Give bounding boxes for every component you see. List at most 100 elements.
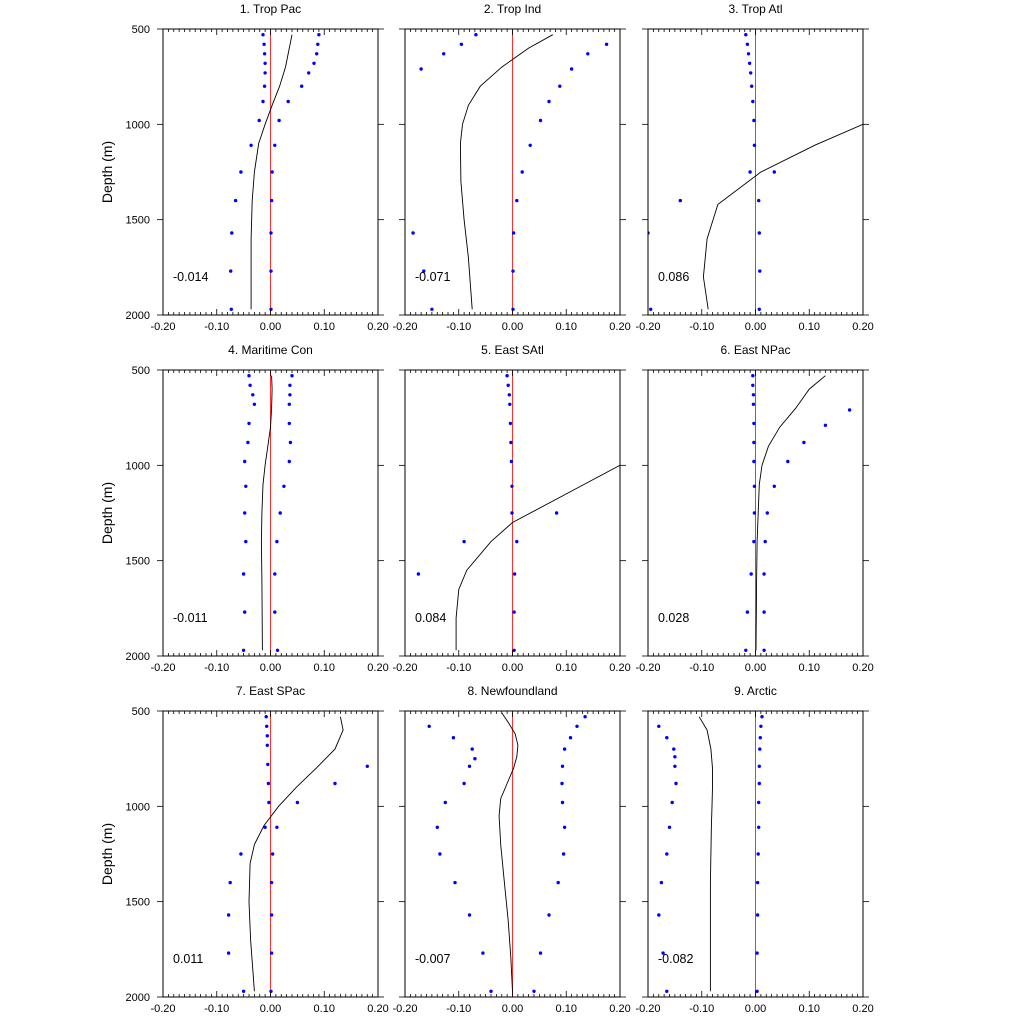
data-point — [266, 762, 270, 767]
data-point — [757, 764, 761, 768]
data-point — [568, 736, 573, 740]
x-tick-label: -0.10 — [204, 321, 229, 333]
data-point — [758, 736, 762, 740]
data-point — [583, 715, 587, 719]
data-point — [427, 724, 431, 728]
data-point — [295, 800, 300, 805]
data-point — [747, 61, 752, 65]
data-point — [269, 198, 274, 203]
y-tick-label: 1000 — [126, 119, 150, 131]
data-point — [757, 198, 761, 203]
data-point — [489, 989, 493, 993]
data-point — [435, 825, 439, 829]
data-point — [751, 393, 756, 397]
data-point — [750, 84, 754, 88]
data-point — [265, 724, 269, 728]
panel-title: 5. East SAtl — [481, 343, 544, 357]
data-point — [262, 52, 267, 56]
y-tick-label: 1000 — [126, 460, 150, 472]
data-point — [275, 648, 280, 652]
correlation-value: -0.082 — [658, 952, 693, 966]
ticks — [642, 369, 869, 657]
data-point — [678, 198, 682, 203]
data-point — [560, 800, 565, 805]
panel-2: 2. Trop Ind -0.20 -0.10 0.00 0.10 0.20 -0.071 — [392, 2, 630, 333]
data-point — [547, 99, 551, 104]
data-point — [269, 231, 273, 235]
profile-line — [260, 375, 273, 651]
x-tick-label: 0.20 — [609, 321, 630, 333]
data-point — [510, 511, 514, 515]
correlation-value: -0.014 — [173, 270, 208, 284]
data-point — [538, 951, 543, 955]
data-point — [511, 269, 515, 273]
data-point — [312, 61, 316, 65]
data-point — [760, 715, 764, 719]
data-point — [246, 440, 250, 445]
x-tick-label: 0.00 — [502, 662, 523, 674]
data-point — [847, 408, 852, 412]
data-point — [762, 610, 766, 614]
data-point — [509, 459, 514, 464]
data-point — [419, 67, 423, 71]
data-point — [261, 99, 265, 104]
x-tick-label: 0.20 — [367, 1003, 388, 1015]
data-point — [288, 440, 293, 445]
x-tick-label: 0.20 — [367, 321, 388, 333]
data-point — [451, 736, 456, 740]
data-point — [749, 71, 753, 75]
data-point — [670, 800, 674, 805]
data-point — [511, 307, 515, 311]
profile-line — [698, 716, 713, 992]
data-point — [758, 269, 762, 273]
data-point — [765, 511, 769, 515]
x-tick-label: -0.10 — [446, 321, 471, 333]
x-tick-label: -0.20 — [150, 321, 175, 333]
panel-title: 4. Maritime Con — [228, 343, 313, 357]
data-point — [443, 800, 447, 805]
correlation-value: 0.086 — [658, 270, 689, 284]
data-point — [755, 951, 759, 955]
data-point — [744, 33, 748, 37]
x-tick-label: 0.00 — [745, 1003, 766, 1015]
data-point — [230, 231, 234, 235]
data-point — [515, 198, 519, 203]
data-point — [749, 572, 753, 576]
ticks — [157, 369, 384, 657]
data-point — [510, 484, 514, 488]
profile-line — [248, 716, 344, 992]
plot-area — [416, 374, 620, 652]
data-point — [263, 61, 267, 65]
ticks — [157, 710, 384, 998]
data-point — [755, 880, 760, 885]
data-point — [752, 459, 756, 464]
data-point — [509, 440, 513, 445]
panel-1: 1. Trop Pac Depth (m) -0.20 -0.10 0.00 0.10 0.… — [99, 2, 389, 333]
ticks — [642, 28, 869, 316]
data-point — [752, 118, 756, 123]
x-tick-label: -0.10 — [689, 1003, 714, 1015]
data-point — [459, 42, 464, 46]
plot-area — [427, 712, 587, 993]
x-tick-label: -0.10 — [204, 662, 229, 674]
data-point — [569, 67, 574, 71]
panel-title: 7. East SPac — [236, 684, 305, 698]
x-tick-label: -0.20 — [635, 1003, 660, 1015]
x-tick-label: -0.10 — [689, 321, 714, 333]
ticks — [399, 28, 626, 316]
data-point — [262, 84, 267, 88]
data-point — [228, 880, 232, 885]
data-point — [265, 734, 269, 738]
y-tick-label: 500 — [132, 365, 150, 377]
x-tick-label: 0.10 — [799, 1003, 820, 1015]
y-tick-label: 500 — [132, 706, 150, 718]
data-point — [282, 484, 286, 488]
data-point — [745, 42, 750, 46]
ticks — [399, 369, 626, 657]
x-tick-label: 0.10 — [799, 662, 820, 674]
data-point — [269, 880, 274, 885]
data-point — [506, 383, 510, 387]
plot-area — [648, 33, 863, 311]
x-tick-label: -0.20 — [635, 321, 660, 333]
data-point — [229, 307, 233, 311]
